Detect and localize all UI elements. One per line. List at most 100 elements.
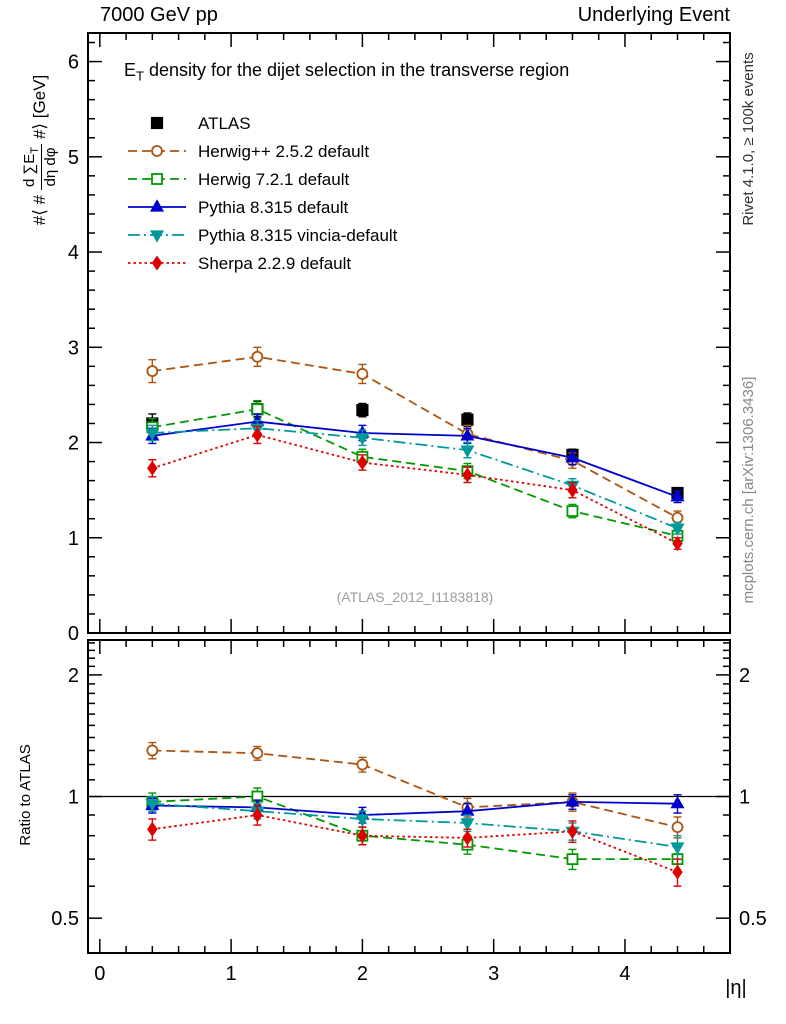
plot-title-rest: density for the dijet selection in the t… [143,60,570,80]
tick-label: 1 [226,963,237,985]
triangle-up-marker [460,428,475,441]
series-line [152,800,678,816]
series-line [152,420,678,498]
series-line [152,355,678,519]
tick-label: 2 [68,433,79,455]
y-axis-numerator-text: d ∑E [20,153,38,187]
triangle-down-marker [145,428,160,441]
tick-label: 2 [357,963,368,985]
square-marker [150,116,164,130]
tick-label: 1 [68,528,79,550]
legend: ATLAS Herwig++ 2.5.2 default Herwig 7.2.1 … [128,114,398,273]
tick-label: 3 [488,963,499,985]
y-axis-label: #⟨ # d ∑ET dη dφ #⟩ [GeV] [10,22,70,278]
ratio-axis-label: Ratio to ATLAS [17,744,34,846]
tick-label: 0 [94,963,105,985]
y-axis-fraction-numerator: d ∑ET [20,144,43,190]
legend-label: Herwig++ 2.5.2 default [198,142,369,161]
legend-label: Pythia 8.315 vincia-default [198,226,398,245]
square-marker [566,853,579,866]
triangle-down-marker [149,230,165,243]
series-herwig-7-2-1-default-ratio [146,787,684,873]
circle-marker [671,821,684,834]
axis-ticks [88,33,730,953]
diamond-marker [357,454,368,471]
triangle-up-marker [670,489,685,502]
circle-marker [146,744,159,757]
square-marker [566,505,579,517]
y-axis-label-fraction: d ∑ET dη dφ [20,144,60,190]
tick-label: 5 [68,147,79,169]
circle-marker [671,511,684,524]
diamond-marker [147,821,158,837]
tick-label: 0 [68,623,79,645]
triangle-down-marker [460,445,475,458]
beam-energy-label: 7000 GeV pp [100,4,218,26]
series-line [152,408,678,537]
series-atlas-main [146,400,684,500]
tick-label: 2 [739,665,750,687]
triangle-up-marker [670,795,685,809]
square-marker [356,404,369,417]
main-panel-frame [87,32,731,634]
triangle-down-marker [670,523,685,536]
mcplots-credit-label: mcplots.cern.ch [arXiv:1306.3436] [740,376,757,604]
diamond-marker [567,482,578,498]
tick-label: 4 [68,242,79,264]
tick-label: 2 [68,665,79,687]
triangle-up-marker [565,450,580,463]
circle-marker [151,145,163,157]
series-line [152,749,678,829]
tick-labels: 0 1 2 3 4 5 6 0.5 0.5 1 1 2 2 0 1 2 3 4 [51,52,767,985]
legend-item-pythia-8-315-default: Pythia 8.315 default [128,198,349,217]
plot-title: ET density for the dijet selection in th… [124,60,569,84]
tick-label: 6 [68,52,79,74]
y-axis-numerator-subscript: T [28,147,41,154]
diamond-marker [252,807,263,823]
diamond-marker [567,823,578,839]
triangle-down-marker [670,842,685,855]
legend-label: Herwig 7.2.1 default [198,170,349,189]
diamond-marker [252,427,263,443]
x-axis-label: |η| [725,977,747,999]
series-herwig-7-2-1-default-main [146,399,684,543]
tick-label: 0.5 [739,908,767,930]
square-marker [461,413,474,426]
y-axis-fraction-denominator: dη dφ [42,147,60,187]
tick-label: 0.5 [51,908,79,930]
y-axis-label-prefix: #⟨ # [30,194,49,226]
diamond-marker [151,255,163,271]
triangle-up-marker [565,794,580,807]
series-herwig-2-5-2-default-main [146,346,684,526]
diamond-marker [357,828,368,844]
series-line [152,795,678,861]
rivet-version-label: Rivet 4.1.0, ≥ 100k events [740,52,757,226]
plot-title-main: E [124,60,137,80]
triangle-down-marker [145,799,160,812]
series-sherpa-2-2-9-default-ratio [147,804,683,887]
legend-item-sherpa-2-2-9-default: Sherpa 2.2.9 default [128,254,351,273]
circle-marker [356,368,369,380]
y-axis-label-suffix: #⟩ [GeV] [30,74,49,140]
series-line [152,814,678,873]
plot-title-subscript: T [136,68,144,84]
series-sherpa-2-2-9-default-main [147,425,683,552]
diamond-marker [147,460,158,476]
square-marker [251,403,264,416]
square-marker [151,173,163,185]
circle-marker [146,365,159,377]
analysis-id-watermark: (ATLAS_2012_I1183818) [336,589,494,605]
circle-marker [251,747,264,760]
triangle-down-marker [355,814,370,827]
legend-item-pythia-8-315-vincia-default: Pythia 8.315 vincia-default [128,226,398,245]
legend-label: Pythia 8.315 default [198,198,349,217]
series-pythia-8-315-default-main [145,413,685,504]
tick-label: 3 [68,337,79,359]
triangle-up-marker [149,199,165,212]
analysis-group-label: Underlying Event [577,4,730,26]
series-herwig-2-5-2-default-ratio [146,741,684,839]
diamond-marker [462,830,473,846]
tick-label: 1 [68,787,79,809]
legend-item-herwig-7-2-1-default: Herwig 7.2.1 default [128,170,349,189]
